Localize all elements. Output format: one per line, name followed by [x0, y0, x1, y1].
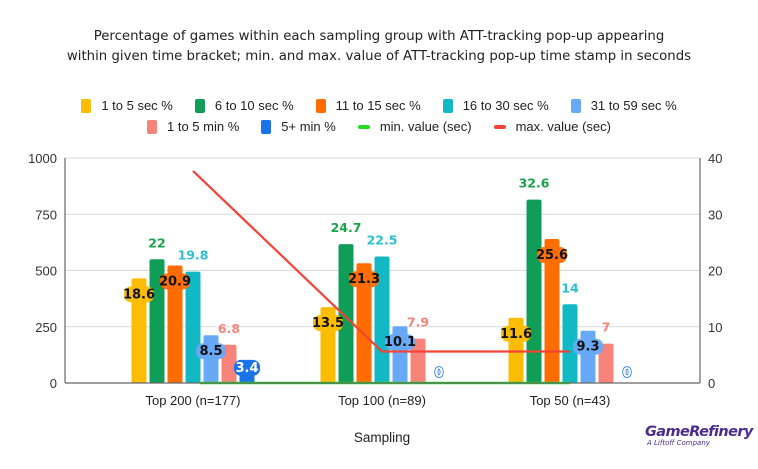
bar-11-to-15-sec-	[167, 265, 183, 383]
legend-line-swatch	[493, 124, 506, 129]
bar-1-to-5-sec-	[131, 278, 147, 383]
data-label: 11.6	[500, 327, 532, 342]
data-label-badge	[160, 273, 190, 290]
legend-swatch	[147, 119, 158, 134]
left-tick-label: 0	[50, 376, 57, 391]
legend-item-6-10-sec[interactable]: 6 to 10 sec %	[194, 98, 294, 113]
data-label-badge	[501, 325, 531, 342]
legend-item-5plus-min[interactable]: 5+ min %	[261, 119, 336, 134]
data-label: 19.8	[178, 248, 209, 263]
x-axis-title: Sampling	[354, 430, 410, 445]
logo-text: GameRefinery	[645, 424, 753, 440]
left-tick-label: 500	[35, 264, 57, 279]
category-labels: Top 200 (n=177) Top 100 (n=89) Top 50 (n=4…	[145, 393, 610, 408]
data-label: 13.5	[312, 316, 344, 331]
axes	[64, 158, 701, 384]
left-tick-label: 250	[35, 320, 57, 335]
data-label: 3.4	[235, 361, 258, 376]
data-label-badge	[124, 286, 154, 303]
data-label: 18.6	[123, 287, 155, 302]
data-label-badge	[234, 359, 260, 376]
right-tick-label: 10	[708, 320, 722, 335]
category-label: Top 50 (n=43)	[530, 393, 611, 408]
legend-label: 31 to 59 sec %	[590, 98, 677, 113]
bar-1-to-5-min-	[598, 343, 614, 383]
legend-swatch	[194, 98, 205, 113]
category-label: Top 200 (n=177)	[145, 393, 240, 408]
bar-6-to-10-sec-	[149, 259, 165, 383]
chart-title-line-2: within given time bracket; min. and max.…	[66, 49, 692, 64]
right-tick-label: 0	[708, 376, 715, 391]
data-label-badge	[313, 315, 343, 332]
data-label-badge	[537, 247, 567, 263]
data-label: 20.9	[159, 274, 191, 289]
legend-item-11-15-sec[interactable]: 11 to 15 sec %	[315, 98, 421, 113]
logo-subtext: A Liftoff Company	[647, 439, 710, 447]
left-axis-ticks: 0 250 500 750 1000	[28, 151, 57, 391]
data-label: 9.3	[576, 340, 599, 355]
legend-row-2: 1 to 5 min % 5+ min % min. value (sec) m…	[0, 119, 758, 134]
legend-row-1: 1 to 5 sec % 6 to 10 sec % 11 to 15 sec …	[0, 98, 758, 113]
legend-swatch	[315, 98, 326, 113]
right-tick-label: 40	[708, 151, 722, 166]
bars	[131, 199, 614, 383]
legend-label: 5+ min %	[281, 119, 336, 134]
bar-11-to-15-sec-	[356, 263, 372, 383]
left-tick-label: 1000	[28, 151, 57, 166]
data-label: 25.6	[536, 248, 568, 263]
data-label: 8.5	[199, 344, 222, 359]
legend-line-swatch	[357, 124, 370, 129]
legend-swatch	[81, 98, 92, 113]
max-value-line	[192, 170, 570, 353]
legend-swatch	[261, 119, 272, 134]
category-label: Top 100 (n=89)	[338, 393, 426, 408]
left-tick-label: 750	[35, 207, 57, 222]
legend-label: max. value (sec)	[515, 119, 611, 134]
legend-label: 6 to 10 sec %	[214, 98, 294, 113]
legend-item-min-value[interactable]: min. value (sec)	[357, 119, 472, 134]
right-tick-label: 20	[708, 264, 722, 279]
chart-title-line-1: Percentage of games within each sampling…	[93, 29, 665, 44]
chart-title: Percentage of games within each sampling…	[0, 27, 758, 67]
gamerefinery-logo: GameRefinery A Liftoff Company	[645, 424, 753, 447]
data-label: 10.1	[384, 335, 416, 350]
data-label: 21.3	[348, 272, 380, 287]
legend-item-1-5-sec[interactable]: 1 to 5 sec %	[81, 98, 173, 113]
data-label-badge	[573, 338, 603, 355]
legend-item-max-value[interactable]: max. value (sec)	[493, 119, 611, 134]
data-label: 22	[148, 235, 165, 250]
data-label: 7.9	[407, 315, 429, 330]
right-tick-label: 30	[708, 207, 722, 222]
data-label: 14	[561, 280, 579, 295]
bar-11-to-15-sec-	[544, 239, 560, 383]
legend-swatch	[570, 98, 581, 113]
bar-16-to-30-sec-	[562, 304, 578, 383]
legend-label: 1 to 5 min %	[167, 119, 240, 134]
right-axis-ticks: 0 10 20 30 40	[708, 151, 722, 391]
data-label: 24.7	[331, 220, 362, 235]
bar-1-to-5-min-	[410, 338, 426, 383]
legend-swatch	[442, 98, 453, 113]
legend-item-31-59-sec[interactable]: 31 to 59 sec %	[570, 98, 677, 113]
bar-6-to-10-sec-	[526, 199, 542, 383]
data-label-badge	[385, 334, 415, 351]
legend-item-1-5-min[interactable]: 1 to 5 min %	[147, 119, 239, 134]
data-label: 0	[622, 366, 631, 381]
legend-item-16-30-sec[interactable]: 16 to 30 sec %	[442, 98, 549, 113]
bar-31-to-59-sec-	[580, 330, 596, 383]
data-label-badge	[349, 271, 379, 288]
data-label: 7	[602, 320, 611, 335]
data-label-badge	[196, 343, 226, 360]
data-labels: 18.6 13.5 11.6 22 24.7 32.6 20.9 21.3 25.6 19.8 22…	[123, 176, 632, 382]
data-label: 0	[434, 366, 443, 381]
legend-label: 11 to 15 sec %	[335, 98, 421, 113]
data-label: 6.8	[218, 321, 240, 336]
legend-label: 1 to 5 sec %	[101, 98, 173, 113]
legend-label: 16 to 30 sec %	[462, 98, 549, 113]
legend-label: min. value (sec)	[379, 119, 472, 134]
data-label: 32.6	[519, 176, 550, 191]
data-label: 22.5	[367, 232, 398, 247]
